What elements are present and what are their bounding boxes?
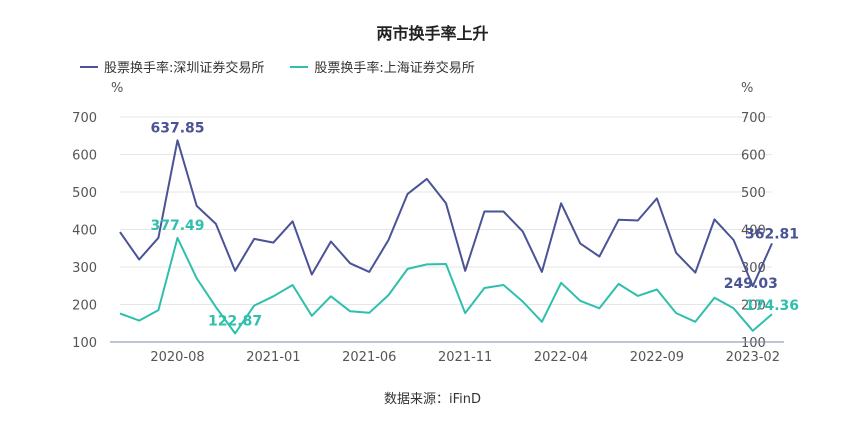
legend-label-shenzhen: 股票换手率:深圳证券交易所 — [104, 61, 265, 76]
x-tick-label: 2021-06 — [342, 350, 396, 365]
legend-item-shenzhen[interactable]: 股票换手率:深圳证券交易所 — [80, 57, 264, 76]
x-tick-label: 2023-02 — [726, 350, 780, 365]
y-tick-label-left: 100 — [72, 336, 97, 351]
data-label: 174.36 — [745, 298, 799, 314]
y-tick-label-right: 400 — [741, 224, 766, 239]
y-tick-label-right: 600 — [741, 149, 766, 164]
x-tick-label: 2020-08 — [150, 350, 204, 365]
y-unit-left: % — [111, 81, 123, 96]
y-tick-label-right: 500 — [741, 186, 766, 201]
y-tick-label-left: 500 — [72, 186, 97, 201]
legend-item-shanghai[interactable]: 股票换手率:上海证券交易所 — [290, 57, 475, 76]
y-tick-label-left: 400 — [72, 224, 97, 239]
legend: 股票换手率:深圳证券交易所 股票换手率:上海证券交易所 — [80, 57, 475, 76]
data-label: 122.87 — [208, 313, 262, 329]
y-tick-label-right: 100 — [741, 336, 766, 351]
series-line-shanghai — [119, 236, 773, 335]
x-tick-label: 2022-04 — [534, 350, 588, 365]
chart-title: 两市换手率上升 — [376, 24, 489, 43]
y-tick-label-left: 200 — [72, 299, 97, 314]
y-unit-right: % — [741, 81, 753, 96]
y-tick-label-left: 700 — [72, 111, 97, 126]
y-tick-label-right: 200 — [741, 299, 766, 314]
data-label: 637.85 — [151, 120, 205, 136]
x-tick-label: 2021-11 — [438, 350, 492, 365]
x-tick-label: 2021-01 — [246, 350, 300, 365]
y-tick-label-left: 600 — [72, 149, 97, 164]
y-tick-label-left: 300 — [72, 261, 97, 276]
data-label: 362.81 — [745, 226, 799, 242]
y-tick-label-right: 700 — [741, 111, 766, 126]
legend-line-shanghai-icon — [290, 65, 309, 68]
x-tick-label: 2022-09 — [630, 350, 684, 365]
data-label: 249.03 — [724, 276, 778, 292]
series-line-shenzhen — [119, 139, 773, 288]
data-label: 377.49 — [151, 218, 205, 234]
data-source: 数据来源：iFinD — [383, 392, 481, 407]
legend-label-shanghai: 股票换手率:上海证券交易所 — [314, 61, 475, 76]
legend-line-shenzhen-icon — [80, 65, 98, 68]
